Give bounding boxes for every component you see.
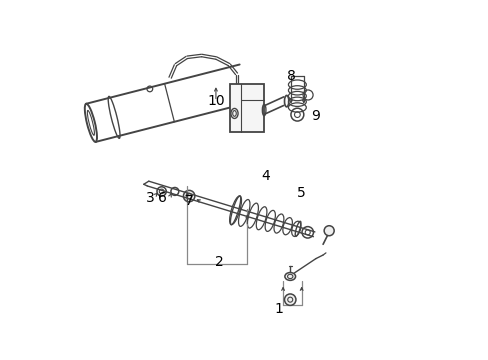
Ellipse shape (183, 190, 194, 202)
Text: 1: 1 (273, 302, 282, 316)
Ellipse shape (285, 273, 295, 280)
Text: 5: 5 (297, 185, 305, 199)
Text: 7: 7 (184, 194, 193, 208)
Text: 2: 2 (215, 255, 224, 269)
Bar (230, 84, 264, 132)
Text: 9: 9 (311, 109, 320, 123)
Text: 4: 4 (261, 170, 270, 184)
Text: 3: 3 (145, 191, 154, 205)
Text: 8: 8 (286, 69, 295, 84)
Circle shape (324, 226, 333, 236)
Text: 6: 6 (158, 191, 166, 205)
Text: 10: 10 (207, 94, 224, 108)
Circle shape (284, 294, 295, 305)
